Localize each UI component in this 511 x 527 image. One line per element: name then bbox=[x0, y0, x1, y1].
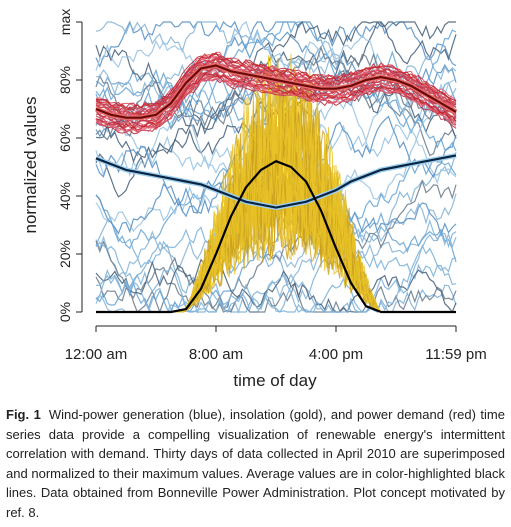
demand-day-line bbox=[95, 73, 457, 129]
y-tick-label: 20% bbox=[57, 240, 73, 268]
x-tick-label: 11:59 pm bbox=[425, 346, 486, 363]
average-lines bbox=[95, 63, 458, 314]
demand-day-line bbox=[95, 78, 457, 135]
wind-day-line bbox=[95, 20, 457, 69]
x-axis-label: time of day bbox=[233, 371, 317, 390]
wind-day-line bbox=[95, 193, 457, 277]
demand-average-line bbox=[95, 64, 457, 119]
wind-day-line bbox=[95, 179, 457, 314]
wind-day-line bbox=[95, 240, 457, 313]
x-tick-label: 8:00 am bbox=[189, 346, 243, 363]
demand-day-line bbox=[95, 52, 457, 110]
wind-day-line bbox=[95, 226, 457, 314]
y-tick-label: max bbox=[57, 9, 73, 35]
wind-day-line bbox=[95, 21, 457, 198]
y-tick-label: 60% bbox=[57, 124, 73, 152]
y-tick-label: 40% bbox=[57, 182, 73, 210]
x-tick-label: 4:00 pm bbox=[309, 346, 363, 363]
wind-day-line bbox=[95, 21, 457, 112]
wind-day-line bbox=[95, 220, 457, 313]
insolation-average-line bbox=[96, 160, 456, 314]
y-tick-label: 80% bbox=[57, 66, 73, 94]
x-tick-label: 12:00 am bbox=[65, 346, 128, 363]
caption-text: Wind-power generation (blue), insolation… bbox=[6, 407, 505, 520]
wind-day-line bbox=[95, 231, 457, 313]
wind-average-line bbox=[95, 154, 457, 209]
y-axis-label: normalized values bbox=[21, 96, 40, 233]
wind-day-line bbox=[95, 218, 457, 314]
x-axis: 12:00 am 8:00 am 4:00 pm 11:59 pm bbox=[65, 325, 487, 363]
wind-day-line bbox=[95, 45, 457, 141]
wind-day-line bbox=[95, 21, 457, 152]
chart: 0% 20% 40% 60% 80% max 12:00 am 8:00 am 4:00 pm… bbox=[21, 9, 487, 390]
wind-day-line bbox=[95, 21, 456, 164]
figure-caption: Fig. 1 Wind-power generation (blue), inso… bbox=[6, 405, 505, 523]
demand-day-line bbox=[95, 56, 457, 115]
demand-day-line bbox=[95, 56, 457, 112]
caption-label: Fig. 1 bbox=[6, 407, 41, 422]
wind-day-line bbox=[95, 254, 457, 314]
demand-day-line bbox=[95, 76, 457, 133]
y-axis: 0% 20% 40% 60% 80% max bbox=[57, 9, 83, 322]
wind-day-line bbox=[95, 157, 457, 313]
y-tick-label: 0% bbox=[57, 302, 73, 322]
